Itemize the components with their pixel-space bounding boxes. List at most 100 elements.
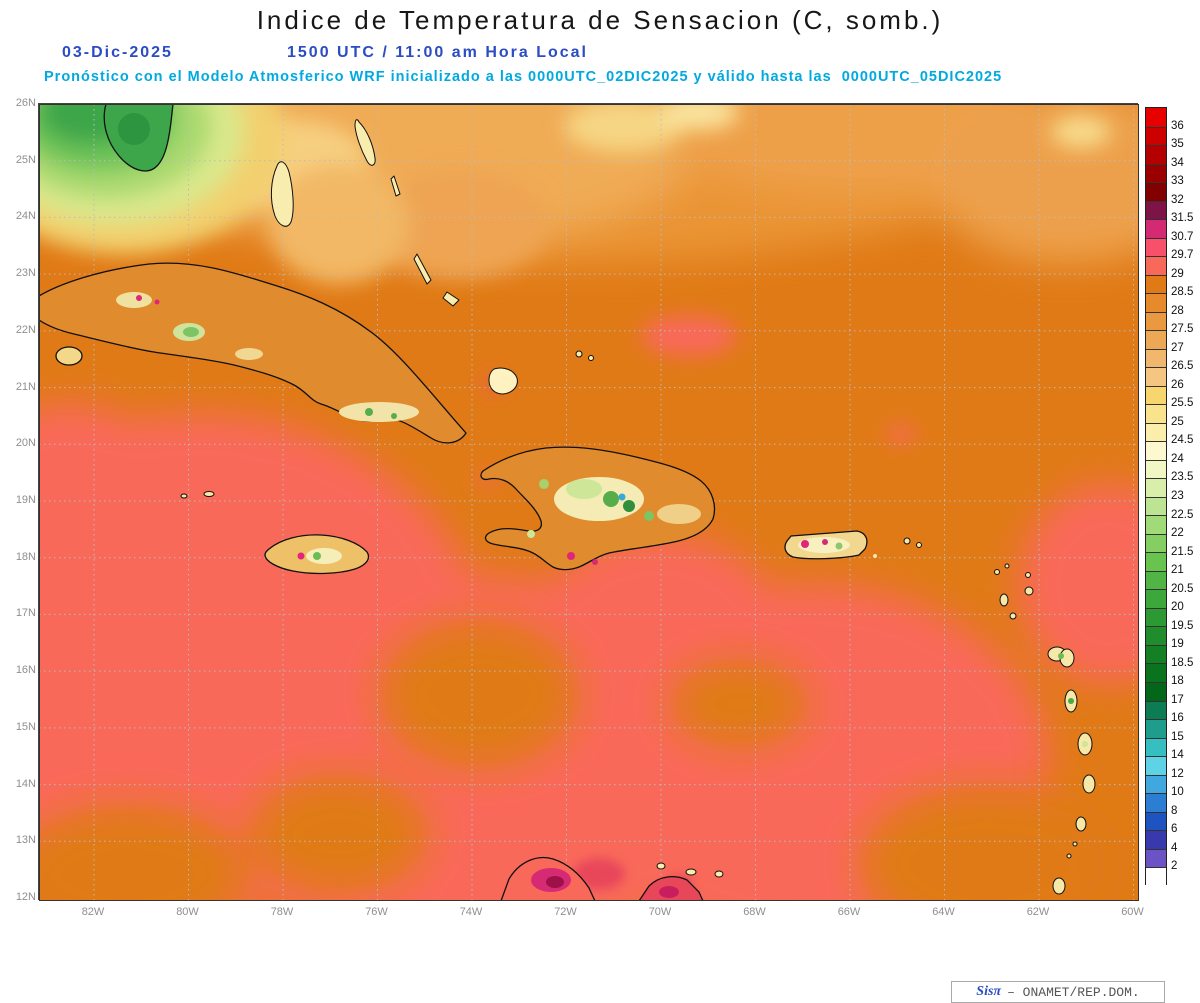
colorbar-cell — [1146, 330, 1166, 349]
colorbar-label: 31.5 — [1171, 212, 1194, 225]
colorbar-cell — [1146, 626, 1166, 645]
lon-label: 70W — [648, 906, 672, 918]
lat-label: 16N — [15, 664, 36, 677]
isla-juventud — [55, 346, 83, 366]
lat-label: 17N — [15, 607, 36, 620]
colorbar-cell — [1146, 163, 1166, 183]
colorbar-cell — [1146, 274, 1166, 294]
colorbar-cell — [1146, 700, 1166, 720]
colorbar-cell — [1146, 589, 1166, 608]
lat-label: 25N — [15, 153, 36, 166]
colorbar-label: 33 — [1171, 175, 1184, 188]
colorbar-label: 21 — [1171, 564, 1184, 577]
lat-label: 20N — [15, 437, 36, 450]
colorbar-label: 27 — [1171, 341, 1184, 354]
colorbar-label: 20 — [1171, 601, 1184, 614]
lat-label: 12N — [15, 890, 36, 903]
colorbar-label: 29 — [1171, 267, 1184, 280]
colorbar-label: 22 — [1171, 527, 1184, 540]
lat-label: 24N — [15, 210, 36, 223]
lesser-antilles-islands — [903, 537, 1096, 895]
colorbar-cell — [1146, 219, 1166, 238]
colorbar-cell — [1146, 830, 1166, 849]
lat-label: 14N — [15, 777, 36, 790]
colorbar-label: 25.5 — [1171, 397, 1194, 410]
forecast-map-page: Indice de Temperatura de Sensacion (C, s… — [15, 5, 1200, 1003]
colorbar-label: 29.7 — [1171, 249, 1194, 262]
colorbar-cell — [1146, 663, 1166, 682]
lon-label: 76W — [365, 906, 388, 918]
colorbar — [1145, 107, 1167, 886]
lat-label: 23N — [15, 267, 36, 280]
lon-label: 62W — [1026, 906, 1050, 918]
lon-label: 64W — [932, 906, 955, 918]
lat-label: 26N — [15, 97, 36, 109]
colorbar-cell — [1146, 293, 1166, 312]
colorbar-label: 34 — [1171, 156, 1184, 169]
colorbar-cell — [1146, 385, 1166, 405]
colorbar-label: 20.5 — [1171, 582, 1194, 595]
colorbar-label: 8 — [1171, 804, 1178, 817]
colorbar-label: 23.5 — [1171, 471, 1194, 484]
islands — [39, 104, 1096, 901]
lat-label: 13N — [15, 834, 36, 847]
warm-orange-patches — [39, 619, 1119, 901]
lon-label: 68W — [743, 906, 766, 918]
colorbar-label: 4 — [1171, 841, 1178, 854]
colorbar-cell — [1146, 441, 1166, 460]
colorbar-label: 6 — [1171, 823, 1178, 836]
colorbar-label: 30.7 — [1171, 230, 1194, 243]
lat-label: 15N — [15, 720, 36, 733]
colorbar-label: 14 — [1171, 749, 1184, 762]
colorbar-labels: 36 35 34 33 32 31.5 30.7 29.7 29 28.5 28 27.5 27 26.5… — [1171, 107, 1200, 885]
colorbar-label: 24 — [1171, 452, 1184, 465]
colorbar-cell — [1146, 237, 1166, 257]
colorbar-cell — [1146, 515, 1166, 534]
colorbar-cell — [1146, 367, 1166, 386]
colorbar-cell — [1146, 811, 1166, 831]
colorbar-cell — [1146, 774, 1166, 794]
sea-heat-shading-yellow — [209, 104, 1111, 284]
colorbar-label: 27.5 — [1171, 323, 1194, 336]
colorbar-cell — [1146, 552, 1166, 571]
lon-label: 82W — [81, 906, 105, 918]
colorbar-cell — [1146, 607, 1166, 627]
colorbar-cell — [1146, 478, 1166, 497]
lon-label: 80W — [176, 906, 199, 918]
cayman-islands — [180, 491, 215, 499]
colorbar-label: 18 — [1171, 675, 1184, 688]
page-title: Indice de Temperatura de Sensacion (C, s… — [256, 5, 944, 35]
watermark-org: – ONAMET/REP.DOM. — [1007, 984, 1140, 1000]
colorbar-label: 25 — [1171, 415, 1184, 428]
lon-label: 60W — [1121, 906, 1144, 918]
colorbar-cell — [1146, 422, 1166, 442]
colorbar-cell — [1146, 182, 1166, 201]
colorbar-cell — [1146, 200, 1166, 220]
forecast-model-info: Pronóstico con el Modelo Atmosferico WRF… — [44, 69, 1003, 85]
lat-label: 19N — [15, 493, 36, 506]
colorbar-label: 2 — [1171, 860, 1178, 873]
watermark-brand: Sisπ — [976, 984, 1002, 999]
colorbar-cell — [1146, 496, 1166, 516]
map-area: Sisπ – ONAMET/REP.DOM. — [38, 103, 1165, 1003]
colorbar-label: 22.5 — [1171, 508, 1194, 521]
colorbar-label: 16 — [1171, 712, 1184, 725]
lon-label: 74W — [459, 906, 483, 918]
colorbar-cell — [1146, 533, 1166, 553]
colorbar-cell — [1146, 848, 1166, 868]
map-frame — [39, 104, 1139, 901]
colorbar-label: 24.5 — [1171, 434, 1194, 447]
forecast-time: 1500 UTC / 11:00 am Hora Local — [287, 44, 588, 61]
lat-label: 18N — [15, 550, 36, 563]
colorbar-label: 17 — [1171, 693, 1184, 706]
colorbar-cell — [1146, 737, 1166, 757]
colorbar-label: 26.5 — [1171, 360, 1194, 373]
forecast-date: 03-Dic-2025 — [62, 44, 173, 61]
abc-islands — [656, 862, 724, 878]
colorbar-label: 15 — [1171, 730, 1184, 743]
colorbar-cell — [1146, 256, 1166, 275]
colorbar-label: 19 — [1171, 638, 1184, 651]
colorbar-cell — [1146, 459, 1166, 479]
colorbar-cell — [1146, 867, 1166, 886]
colorbar-label: 36 — [1171, 119, 1184, 132]
